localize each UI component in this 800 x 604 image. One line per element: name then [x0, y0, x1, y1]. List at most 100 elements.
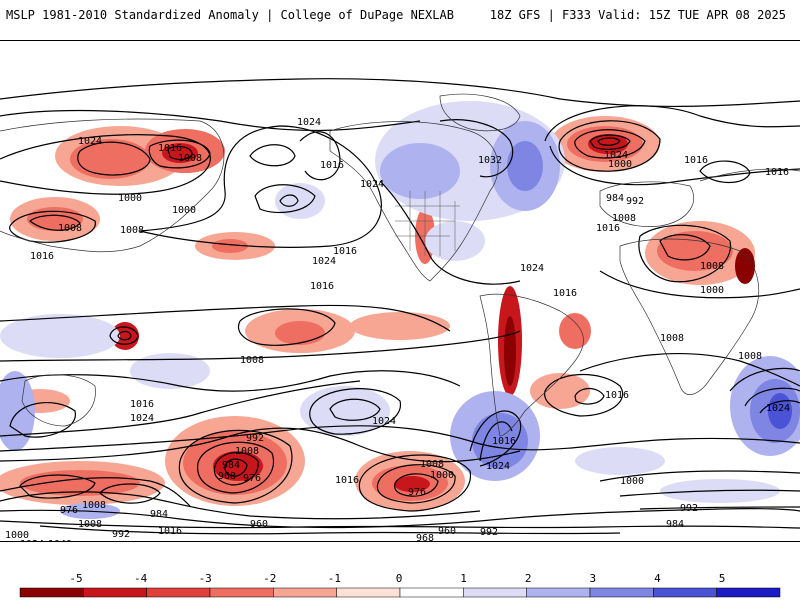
isobar	[0, 304, 451, 332]
isobar	[574, 387, 605, 405]
contour-label: 1000	[5, 530, 29, 541]
isobar	[279, 194, 299, 207]
isobar	[299, 131, 341, 181]
isobar	[0, 330, 521, 362]
coastline-greenland	[439, 93, 521, 132]
contour-label: 1024	[20, 539, 44, 542]
contour-label: 1024	[360, 179, 384, 190]
contour-label: 960	[250, 519, 268, 530]
contour-label: 1008	[660, 333, 684, 344]
isobar	[579, 353, 800, 387]
colorbar-swatch	[336, 587, 401, 598]
anomaly-blob	[0, 371, 35, 451]
isobar	[0, 109, 421, 132]
contour-label: 1008	[738, 351, 762, 362]
coastline-south-america	[479, 293, 584, 437]
contour-label: 1008	[178, 153, 202, 164]
isobar	[379, 180, 521, 285]
isobar	[544, 105, 800, 142]
contour-labels: 1024 1024 1016 1008 1000 1000 1008 1016 …	[5, 117, 790, 542]
colorbar-swatch	[526, 587, 591, 598]
contour-label: 992	[480, 527, 498, 538]
colorbar-tick-label: -1	[328, 572, 341, 585]
contour-label: 1024	[372, 416, 396, 427]
isobar	[0, 380, 361, 437]
colorbar-tick-label: 2	[525, 572, 532, 585]
isobar	[0, 78, 800, 108]
map-svg: 1024 1024 1016 1008 1000 1000 1008 1016 …	[0, 78, 800, 542]
isobar-contours	[0, 78, 800, 535]
isobar	[167, 145, 193, 160]
anomaly-colorbar: -5 -4 -3 -2 -1 0 1 2 3 4 5	[0, 568, 800, 600]
anomaly-blob	[213, 451, 263, 481]
contour-label: 1008	[235, 446, 259, 457]
contour-label: 976	[408, 487, 426, 498]
colorbar-swatch	[716, 587, 781, 598]
isobar	[549, 145, 800, 186]
colorbar-tick-label: -5	[69, 572, 82, 585]
isobar	[0, 425, 800, 452]
colorbar-svg: -5 -4 -3 -2 -1 0 1 2 3 4 5	[19, 572, 781, 598]
contour-label: 1000	[608, 159, 632, 170]
coastline-australia	[21, 374, 96, 427]
contour-label: 1040	[48, 539, 72, 542]
isobar	[699, 160, 751, 184]
anomaly-blob	[212, 239, 248, 253]
contour-label: 1016	[553, 288, 577, 299]
isobar	[178, 429, 293, 504]
contour-label: 1008	[240, 355, 264, 366]
contour-label: 984	[666, 519, 684, 530]
isobar	[589, 134, 631, 150]
isobar	[9, 402, 76, 438]
us-state-borders	[395, 191, 460, 256]
colorbar-swatch	[19, 587, 84, 598]
isobar	[0, 427, 521, 463]
contour-label: 1000	[430, 470, 454, 481]
contour-label: 1008	[612, 213, 636, 224]
anomaly-blob	[350, 312, 450, 340]
isobar	[0, 508, 800, 529]
colorbar-tick-label: 1	[460, 572, 467, 585]
contour-label: 1016	[335, 475, 359, 486]
anomaly-blob	[735, 248, 755, 284]
contour-label: 976	[243, 473, 261, 484]
anomaly-blob	[20, 470, 140, 496]
isobar	[0, 491, 481, 520]
colorbar-tick-label: -2	[263, 572, 276, 585]
isobar	[224, 458, 248, 477]
isobar	[109, 326, 139, 345]
isobar	[329, 398, 381, 421]
isobar	[0, 134, 211, 195]
isobar	[574, 129, 646, 159]
anomaly-blob	[275, 321, 325, 345]
colorbar-tick-label: 3	[589, 572, 596, 585]
anomaly-blob	[559, 313, 591, 349]
colorbar-tick-label: -4	[134, 572, 148, 585]
contour-label: 1024	[78, 136, 102, 147]
contour-label: 1016	[684, 155, 708, 166]
contour-label: 1016	[158, 526, 182, 537]
model-run-info: 18Z GFS | F333 Valid: 15Z TUE APR 08 202…	[489, 8, 786, 22]
contour-label: 1016	[310, 281, 334, 292]
isobar	[148, 139, 211, 169]
colorbar-swatch	[463, 587, 527, 598]
colorbar-swatches	[19, 587, 781, 598]
contour-label: 1016	[765, 167, 789, 178]
contour-label: 1000	[620, 476, 644, 487]
isobar	[469, 410, 522, 467]
coastlines	[0, 93, 800, 437]
isobar	[39, 525, 621, 535]
contour-label: 968	[218, 471, 236, 482]
isobar	[29, 214, 81, 231]
coastline-north-america	[329, 121, 499, 282]
colorbar-tick-label: 0	[396, 572, 403, 585]
isobar	[729, 367, 800, 392]
contour-label: 968	[416, 533, 434, 542]
contour-label: 1000	[172, 205, 196, 216]
contour-label: 1024	[312, 256, 336, 267]
coastline-africa	[619, 238, 760, 395]
contour-label: 1024	[520, 263, 544, 274]
isobar	[659, 234, 711, 261]
anomaly-blob	[394, 476, 430, 492]
isobar	[77, 141, 151, 176]
